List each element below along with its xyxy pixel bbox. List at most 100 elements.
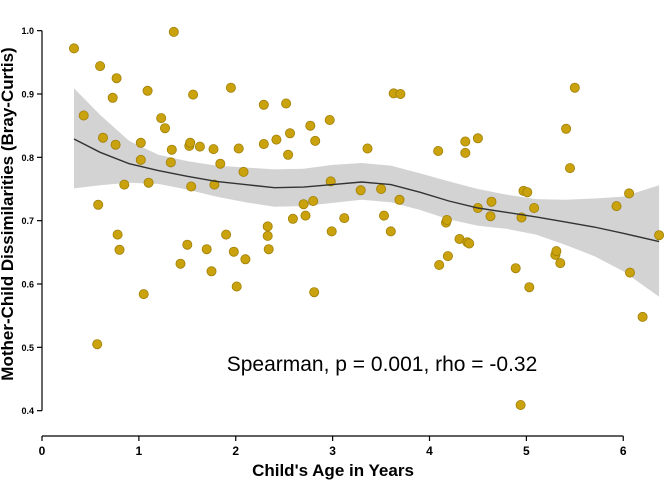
data-point <box>185 137 196 148</box>
data-point <box>271 134 282 145</box>
data-point <box>376 183 387 194</box>
data-point <box>378 210 389 221</box>
x-axis-title: Child's Age in Years <box>252 461 414 480</box>
data-point <box>298 199 309 210</box>
data-point <box>324 115 335 126</box>
data-point <box>258 99 269 110</box>
data-point <box>206 266 217 277</box>
data-point <box>625 267 636 278</box>
data-point <box>142 85 153 96</box>
data-point <box>524 282 535 293</box>
data-point <box>165 157 176 168</box>
data-point <box>522 187 533 198</box>
data-point <box>485 211 496 222</box>
data-point <box>325 176 336 187</box>
data-point <box>305 120 316 131</box>
data-point <box>95 61 106 72</box>
data-point <box>611 201 622 212</box>
data-point <box>263 244 274 255</box>
data-point <box>284 128 295 139</box>
data-points-layer <box>69 26 665 410</box>
data-point <box>78 110 89 121</box>
data-point <box>510 263 521 274</box>
data-point <box>362 143 373 154</box>
data-point <box>112 229 123 240</box>
data-point <box>143 177 154 188</box>
spearman-annotation: Spearman, p = 0.001, rho = -0.32 <box>227 353 538 376</box>
x-tick-label: 5 <box>523 444 530 458</box>
data-point <box>166 144 177 155</box>
confidence-band-layer <box>74 88 660 297</box>
data-point <box>486 196 497 207</box>
data-point <box>309 287 320 298</box>
x-tick-label: 0 <box>39 444 46 458</box>
axes: 0 1 2 3 4 5 6 0.4 0.5 0.6 0.7 0.8 0.9 1.0 <box>21 26 626 458</box>
data-point <box>515 399 526 410</box>
y-axis-title: Mother-Child Dissimilarities (Bray-Curti… <box>0 47 17 380</box>
data-point <box>111 73 122 84</box>
data-point <box>433 145 444 156</box>
data-point <box>434 259 445 270</box>
data-point <box>464 238 475 249</box>
y-tick-label: 0.9 <box>21 90 34 100</box>
x-tick-label: 6 <box>620 444 627 458</box>
y-tick-label: 1.0 <box>21 26 34 36</box>
data-point <box>208 144 219 155</box>
data-point <box>472 133 483 144</box>
data-point <box>188 89 199 100</box>
data-point <box>565 163 576 174</box>
data-point <box>156 113 167 124</box>
data-point <box>168 26 179 37</box>
confidence-band <box>74 88 660 297</box>
data-point <box>114 244 125 255</box>
y-tick-label: 0.5 <box>21 343 34 353</box>
data-point <box>355 185 366 196</box>
data-point <box>460 136 471 147</box>
data-point <box>182 239 193 250</box>
data-point <box>460 147 471 158</box>
data-point <box>209 179 220 190</box>
data-point <box>240 254 251 265</box>
y-tick-label: 0.6 <box>21 280 34 290</box>
data-point <box>442 251 453 262</box>
data-point <box>283 149 294 160</box>
data-point <box>258 138 269 149</box>
x-tick-label: 3 <box>329 444 336 458</box>
data-point <box>159 123 170 134</box>
data-point <box>233 143 244 154</box>
data-point <box>637 311 648 322</box>
data-point <box>262 221 273 232</box>
y-tick-label: 0.4 <box>21 406 34 416</box>
data-point <box>624 188 635 199</box>
data-point <box>310 135 321 146</box>
data-point <box>92 339 103 350</box>
y-tick-label: 0.7 <box>21 216 34 226</box>
data-point <box>287 213 298 224</box>
data-point <box>93 199 104 210</box>
data-point <box>238 166 249 177</box>
data-point <box>385 226 396 237</box>
data-point <box>215 158 226 169</box>
x-tick-label: 1 <box>136 444 143 458</box>
data-point <box>555 258 566 269</box>
data-point <box>201 244 212 255</box>
data-point <box>186 181 197 192</box>
data-point <box>339 213 350 224</box>
data-point <box>441 214 452 225</box>
data-point <box>654 230 665 241</box>
data-point <box>175 258 186 269</box>
trend-line-layer <box>73 138 660 243</box>
data-point <box>551 246 562 257</box>
data-point <box>110 139 121 150</box>
x-tick-label: 4 <box>426 444 433 458</box>
x-tick-label: 2 <box>232 444 239 458</box>
data-point <box>98 132 109 143</box>
data-point <box>308 195 319 206</box>
y-tick-label: 0.8 <box>21 153 34 163</box>
data-point <box>221 229 232 240</box>
data-point <box>225 82 236 93</box>
trend-line <box>73 138 660 243</box>
data-point <box>394 194 405 205</box>
data-point <box>569 82 580 93</box>
